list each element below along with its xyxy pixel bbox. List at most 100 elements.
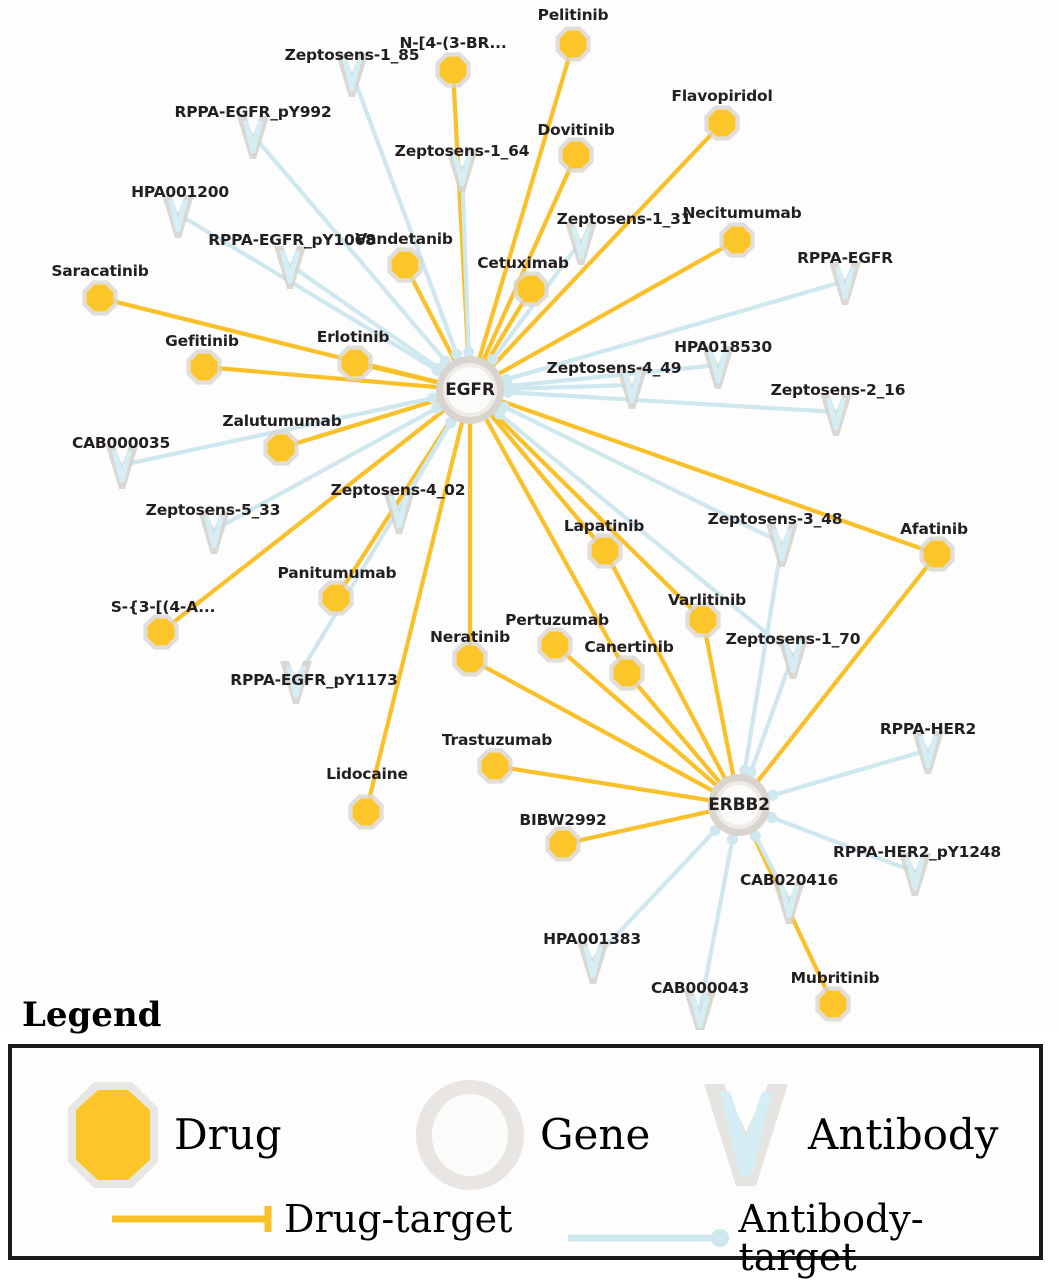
legend-box: Drug Gene Antibody Drug-target: [8, 1044, 1043, 1276]
antibody-chevron-icon: [168, 200, 188, 232]
drug-target-edge: [467, 387, 706, 623]
drug-octagon-icon: [481, 752, 509, 780]
drug-node[interactable]: [477, 748, 513, 784]
network-graph-svg: [82, 26, 955, 1030]
legend-entry-antibody: Antibody: [694, 1076, 998, 1194]
drug-node[interactable]: [318, 580, 354, 616]
antibody-chevron-icon: [389, 496, 409, 528]
antibody-edge-endpoint: [502, 386, 514, 398]
drug-node[interactable]: [537, 627, 573, 663]
legend-section: Legend Drug Gene Antibody: [0, 995, 1059, 1280]
drug-target-edge: [467, 387, 608, 554]
drug-octagon-icon: [723, 226, 751, 254]
antibody-chevron-icon: [243, 121, 263, 153]
antibody-chevron-icon: [918, 736, 938, 768]
antibody-target-edge: [293, 387, 473, 683]
drug-target-edge-icon: [112, 1206, 272, 1232]
antibody-chevron-icon: [622, 371, 642, 403]
drug-octagon-icon: [456, 645, 484, 673]
antibody-target-edge: [467, 387, 785, 546]
drug-node[interactable]: [143, 614, 179, 650]
drug-node[interactable]: [452, 641, 488, 677]
antibody-target-edge: [467, 387, 839, 415]
antibody-node: [777, 636, 809, 679]
antibody-node: [912, 731, 944, 774]
antibody-target-edge: [175, 211, 473, 393]
drug-target-edge: [467, 387, 940, 557]
drug-node[interactable]: [337, 345, 373, 381]
drug-target-edge: [492, 763, 742, 808]
gene-node[interactable]: [708, 774, 770, 836]
drug-target-edge: [201, 364, 473, 393]
antibody-node: [702, 346, 734, 389]
drug-octagon-icon: [613, 659, 641, 687]
drug-node[interactable]: [513, 271, 549, 307]
network-diagram-canvas: Zeptosens-1_85 RPPA-EGFR_pY992 HPA001200 RP…: [51, 6, 1002, 1030]
gene-node[interactable]: [436, 356, 504, 424]
antibody-node: [162, 195, 194, 238]
drug-node[interactable]: [919, 536, 955, 572]
drug-octagon-icon: [190, 353, 218, 381]
antibody-edge-endpoint: [433, 362, 445, 374]
antibody-edge-endpoint: [451, 348, 463, 360]
legend-title: Legend: [22, 995, 162, 1035]
legend-entry-drug: Drug: [58, 1076, 282, 1194]
drug-node[interactable]: [186, 349, 222, 385]
drug-octagon-icon: [267, 434, 295, 462]
antibody-edge-endpoint: [766, 811, 778, 823]
drug-octagon-icon: [559, 30, 587, 58]
drug-node[interactable]: [558, 137, 594, 173]
drug-node[interactable]: [704, 105, 740, 141]
antibody-edge-endpoint: [427, 392, 439, 404]
drug-target-edge: [602, 548, 742, 808]
legend-label-drug: Drug: [174, 1110, 282, 1159]
drug-octagon-icon: [68, 1082, 158, 1188]
antibody-chevron-icon: [783, 641, 803, 673]
drug-octagon-icon: [86, 284, 114, 312]
antibody-node: [766, 524, 798, 567]
antibody-target-edge: [349, 70, 473, 393]
drug-target-edge: [736, 551, 940, 808]
drug-node[interactable]: [435, 52, 471, 88]
antibody-edge-endpoint: [431, 402, 443, 414]
legend-label-drug-target: Drug-target: [284, 1197, 513, 1241]
antibody-node: [565, 222, 597, 265]
drug-target-edge: [700, 617, 742, 808]
drug-octagon-icon: [923, 540, 951, 568]
antibody-node: [820, 393, 852, 436]
gene-ring-icon: [416, 1080, 524, 1190]
antibody-node: [773, 881, 805, 924]
drug-node[interactable]: [685, 602, 721, 638]
antibody-target-edge: [211, 387, 473, 533]
antibody-edge-endpoint: [463, 346, 475, 358]
drug-octagon-icon: [708, 109, 736, 137]
antibody-node: [198, 511, 230, 554]
antibody-chevron-icon: [772, 529, 792, 561]
drug-node[interactable]: [815, 986, 851, 1022]
antibody-target-edge: [119, 387, 473, 468]
antibody-node: [336, 54, 368, 97]
drug-target-edge: [467, 41, 576, 393]
antibody-chevron-icon: [583, 946, 603, 978]
drug-node[interactable]: [82, 280, 118, 316]
antibody-chevron-icon: [835, 267, 855, 299]
drug-node[interactable]: [609, 655, 645, 691]
drug-node[interactable]: [719, 222, 755, 258]
antibody-node: [237, 116, 269, 159]
drug-octagon-icon: [591, 537, 619, 565]
antibody-target-edge: [736, 540, 785, 808]
drug-node[interactable]: [387, 247, 423, 283]
antibody-target-edge-icon: [568, 1229, 729, 1247]
drug-octagon-icon: [391, 251, 419, 279]
antibody-chevron-icon: [571, 227, 591, 259]
drug-node[interactable]: [545, 826, 581, 862]
antibody-node: [899, 853, 931, 896]
antibody-chevron-icon: [286, 666, 306, 698]
drug-node[interactable]: [348, 794, 384, 830]
drug-node[interactable]: [263, 430, 299, 466]
drug-node[interactable]: [587, 533, 623, 569]
legend-entry-gene: Gene: [408, 1076, 650, 1194]
antibody-edge-endpoint: [444, 417, 456, 429]
drug-node[interactable]: [555, 26, 591, 62]
antibody-chevron-icon: [779, 886, 799, 918]
